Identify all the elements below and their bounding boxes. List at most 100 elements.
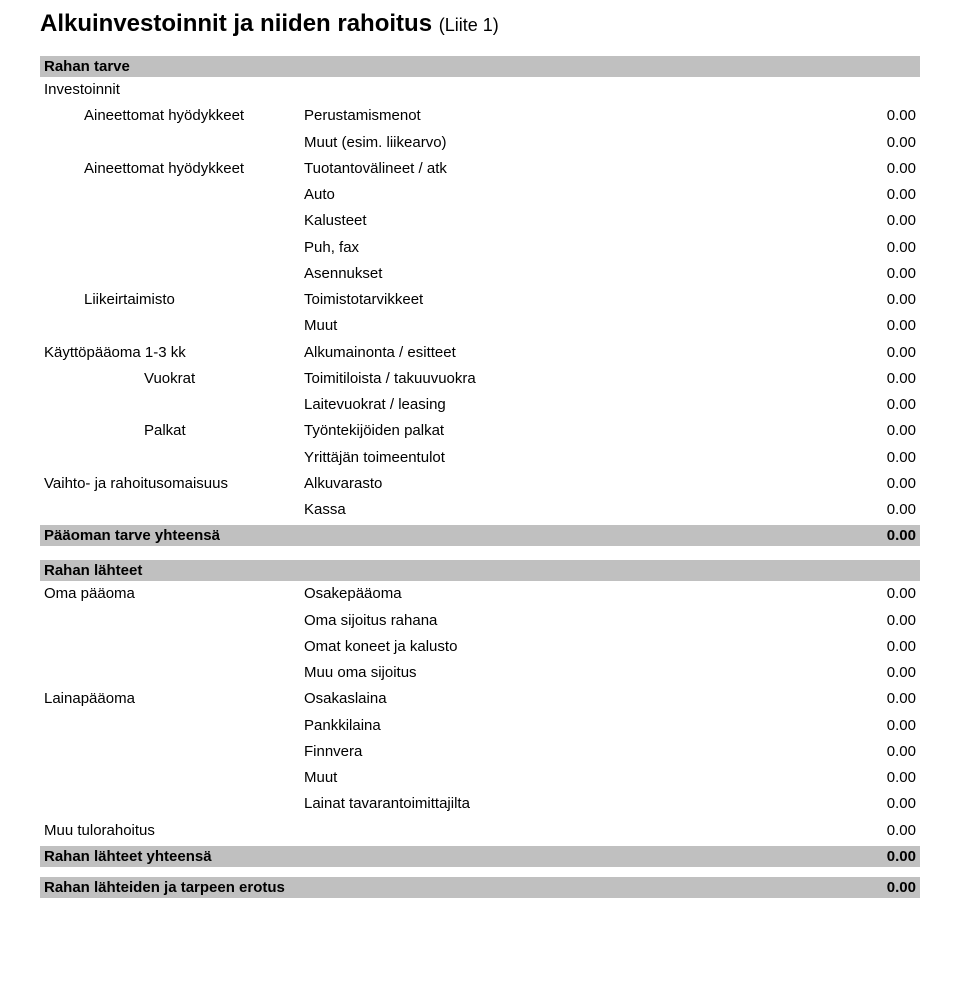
row-label: Kassa (304, 497, 836, 523)
row-value: 0.00 (836, 660, 916, 686)
row-value: 0.00 (836, 392, 916, 418)
table-row: Käyttöpääoma 1-3 kk Alkumainonta / esitt… (40, 340, 920, 366)
table-row: Muut 0.00 (40, 765, 920, 791)
table-row: Laitevuokrat / leasing 0.00 (40, 392, 920, 418)
group-label: Investoinnit (44, 77, 304, 103)
table-row: Omat koneet ja kalusto 0.00 (40, 634, 920, 660)
table-row: Auto 0.00 (40, 182, 920, 208)
title-suffix: (Liite 1) (439, 15, 499, 35)
group-label-row: Investoinnit (40, 77, 920, 103)
table-row: Asennukset 0.00 (40, 261, 920, 287)
table-row: Muu oma sijoitus 0.00 (40, 660, 920, 686)
row-value: 0.00 (836, 471, 916, 497)
row-category: Oma pääoma (44, 581, 304, 607)
table-row: Muut (esim. liikearvo) 0.00 (40, 130, 920, 156)
row-label: Asennukset (304, 261, 836, 287)
table-row: Kalusteet 0.00 (40, 208, 920, 234)
section-header-rahan-lahteet: Rahan lähteet (40, 560, 920, 581)
page-title: Alkuinvestoinnit ja niiden rahoitus (Lii… (40, 10, 920, 38)
row-value: 0.00 (836, 156, 916, 182)
row-value: 0.00 (836, 445, 916, 471)
row-label: Yrittäjän toimeentulot (304, 445, 836, 471)
row-value: 0.00 (836, 208, 916, 234)
row-label: Tuotantovälineet / atk (304, 156, 836, 182)
row-value: 0.00 (836, 713, 916, 739)
row-value: 0.00 (836, 366, 916, 392)
table-row: Muu tulorahoitus 0.00 (40, 818, 920, 844)
row-value: 0.00 (836, 340, 916, 366)
row-value: 0.00 (836, 261, 916, 287)
title-main: Alkuinvestoinnit ja niiden rahoitus (40, 10, 432, 37)
row-label: Lainat tavarantoimittajilta (304, 791, 836, 817)
row-category: Käyttöpääoma 1-3 kk (44, 340, 304, 366)
row-value: 0.00 (836, 418, 916, 444)
table-row: Liikeirtaimisto Toimistotarvikkeet 0.00 (40, 287, 920, 313)
row-value: 0.00 (836, 130, 916, 156)
table-row: Vuokrat Toimitiloista / takuuvuokra 0.00 (40, 366, 920, 392)
table-row: Aineettomat hyödykkeet Tuotantovälineet … (40, 156, 920, 182)
row-value: 0.00 (836, 765, 916, 791)
row-label: Alkumainonta / esitteet (304, 340, 836, 366)
table-row: Palkat Työntekijöiden palkat 0.00 (40, 418, 920, 444)
row-value: 0.00 (836, 497, 916, 523)
total-row-erotus: Rahan lähteiden ja tarpeen erotus 0.00 (40, 877, 920, 898)
table-row: Yrittäjän toimeentulot 0.00 (40, 445, 920, 471)
row-category: Aineettomat hyödykkeet (44, 103, 304, 129)
row-category: Liikeirtaimisto (44, 287, 304, 313)
row-label: Perustamismenot (304, 103, 836, 129)
erotus-label: Rahan lähteiden ja tarpeen erotus (44, 879, 836, 896)
table-row: Oma pääoma Osakepääoma 0.00 (40, 581, 920, 607)
row-category: Palkat (44, 418, 304, 444)
row-label: Osakepääoma (304, 581, 836, 607)
row-label: Muut (304, 313, 836, 339)
row-value: 0.00 (836, 182, 916, 208)
total-value: 0.00 (836, 527, 916, 544)
row-label: Toimistotarvikkeet (304, 287, 836, 313)
row-label: Laitevuokrat / leasing (304, 392, 836, 418)
row-label: Osakaslaina (304, 686, 836, 712)
row-category: Aineettomat hyödykkeet (44, 156, 304, 182)
row-value: 0.00 (836, 608, 916, 634)
row-label: Toimitiloista / takuuvuokra (304, 366, 836, 392)
total-value: 0.00 (836, 848, 916, 865)
total-label: Rahan lähteet yhteensä (44, 848, 836, 865)
table-row: Aineettomat hyödykkeet Perustamismenot 0… (40, 103, 920, 129)
row-value: 0.00 (836, 287, 916, 313)
row-value: 0.00 (836, 581, 916, 607)
row-value: 0.00 (836, 818, 916, 844)
table-row: Vaihto- ja rahoitusomaisuus Alkuvarasto … (40, 471, 920, 497)
erotus-value: 0.00 (836, 879, 916, 896)
total-row-rahan-lahteet: Rahan lähteet yhteensä 0.00 (40, 846, 920, 867)
table-row: Lainapääoma Osakaslaina 0.00 (40, 686, 920, 712)
total-label: Pääoman tarve yhteensä (44, 527, 836, 544)
row-label: Oma sijoitus rahana (304, 608, 836, 634)
row-label: Työntekijöiden palkat (304, 418, 836, 444)
row-value: 0.00 (836, 103, 916, 129)
row-label: Omat koneet ja kalusto (304, 634, 836, 660)
row-label: Pankkilaina (304, 713, 836, 739)
row-label: Muut (304, 765, 836, 791)
total-row-paaoman-tarve: Pääoman tarve yhteensä 0.00 (40, 525, 920, 546)
row-category: Muu tulorahoitus (44, 818, 304, 844)
table-row: Puh, fax 0.00 (40, 235, 920, 261)
table-row: Kassa 0.00 (40, 497, 920, 523)
row-label: Finnvera (304, 739, 836, 765)
row-value: 0.00 (836, 634, 916, 660)
section-header-rahan-tarve: Rahan tarve (40, 56, 920, 77)
row-value: 0.00 (836, 739, 916, 765)
row-label: Muut (esim. liikearvo) (304, 130, 836, 156)
table-row: Oma sijoitus rahana 0.00 (40, 608, 920, 634)
row-value: 0.00 (836, 686, 916, 712)
table-row: Finnvera 0.00 (40, 739, 920, 765)
table-row: Lainat tavarantoimittajilta 0.00 (40, 791, 920, 817)
row-category: Vuokrat (44, 366, 304, 392)
table-row: Muut 0.00 (40, 313, 920, 339)
row-category: Vaihto- ja rahoitusomaisuus (44, 471, 304, 497)
row-category: Lainapääoma (44, 686, 304, 712)
row-label: Muu oma sijoitus (304, 660, 836, 686)
row-value: 0.00 (836, 791, 916, 817)
row-label: Alkuvarasto (304, 471, 836, 497)
row-label: Puh, fax (304, 235, 836, 261)
row-value: 0.00 (836, 235, 916, 261)
table-row: Pankkilaina 0.00 (40, 713, 920, 739)
